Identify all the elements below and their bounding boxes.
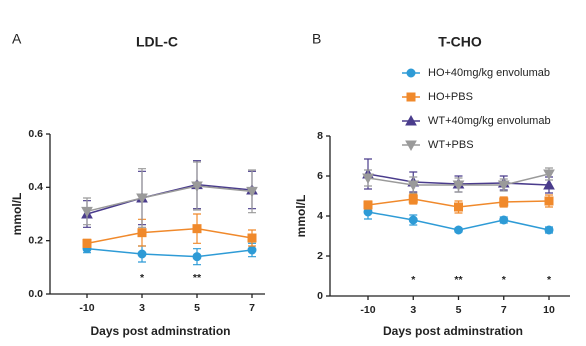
marker (362, 173, 374, 185)
x-tick-label: -10 (360, 304, 375, 316)
y-tick-label: 0.0 (28, 288, 43, 300)
annotation: * (547, 274, 552, 286)
series-line (86, 227, 253, 245)
marker (543, 178, 555, 190)
marker (192, 252, 202, 262)
marker (137, 228, 147, 238)
x-tick-label: 5 (456, 304, 462, 316)
annotation: * (502, 274, 507, 286)
marker (454, 225, 463, 235)
x-axis-label: Days post adminstration (383, 324, 523, 338)
marker (192, 224, 202, 234)
annotation: * (140, 272, 145, 284)
legend-label: WT+PBS (428, 139, 474, 151)
marker (544, 225, 554, 235)
marker (499, 197, 509, 207)
series-line (86, 185, 253, 213)
x-axis-label: Days post adminstration (90, 324, 230, 338)
x-tick-label: 3 (139, 302, 145, 314)
marker (497, 180, 510, 192)
y-tick-label: 0.2 (28, 234, 43, 246)
marker (82, 238, 92, 248)
y-tick-label: 0 (317, 290, 323, 302)
marker (452, 180, 465, 192)
legend-marker (405, 140, 417, 152)
panel-label: A (12, 31, 22, 47)
chart-title: LDL-C (136, 34, 178, 50)
marker (543, 169, 555, 181)
x-tick-label: 7 (249, 302, 255, 314)
marker (408, 194, 418, 204)
legend-label: HO+PBS (428, 91, 473, 103)
series-line (86, 247, 253, 258)
y-tick-label: 2 (317, 250, 323, 262)
x-tick-label: 10 (543, 304, 555, 316)
marker (247, 245, 257, 255)
marker (137, 249, 147, 259)
marker (408, 215, 418, 225)
x-tick-label: 5 (194, 302, 200, 314)
legend-label: HO+40mg/kg envolumab (428, 67, 550, 79)
legend-marker (405, 114, 417, 126)
y-axis-label: mmol/L (294, 195, 308, 238)
x-tick-label: -10 (79, 302, 94, 314)
x-tick-label: 7 (501, 304, 507, 316)
marker (136, 193, 148, 205)
marker (499, 215, 509, 225)
marker (454, 202, 463, 212)
y-tick-label: 0.4 (28, 181, 43, 193)
y-tick-label: 0.6 (28, 128, 43, 140)
marker (246, 186, 258, 198)
y-axis-label: mmol/L (10, 193, 24, 236)
y-tick-label: 4 (317, 210, 323, 222)
y-tick-label: 8 (317, 130, 323, 142)
annotation: ** (454, 274, 463, 286)
marker (81, 206, 93, 218)
panel-label: B (312, 31, 321, 47)
legend-marker (406, 68, 416, 78)
annotation: * (411, 274, 416, 286)
marker (363, 200, 373, 210)
y-tick-label: 6 (317, 170, 323, 182)
annotation: ** (193, 272, 202, 284)
marker (247, 233, 257, 243)
marker (407, 180, 420, 192)
legend-label: WT+40mg/kg envolumab (428, 115, 551, 127)
marker (191, 181, 203, 193)
marker (544, 196, 554, 206)
chart-title: T-CHO (438, 34, 482, 50)
legend-marker (406, 92, 416, 102)
x-tick-label: 3 (410, 304, 416, 316)
